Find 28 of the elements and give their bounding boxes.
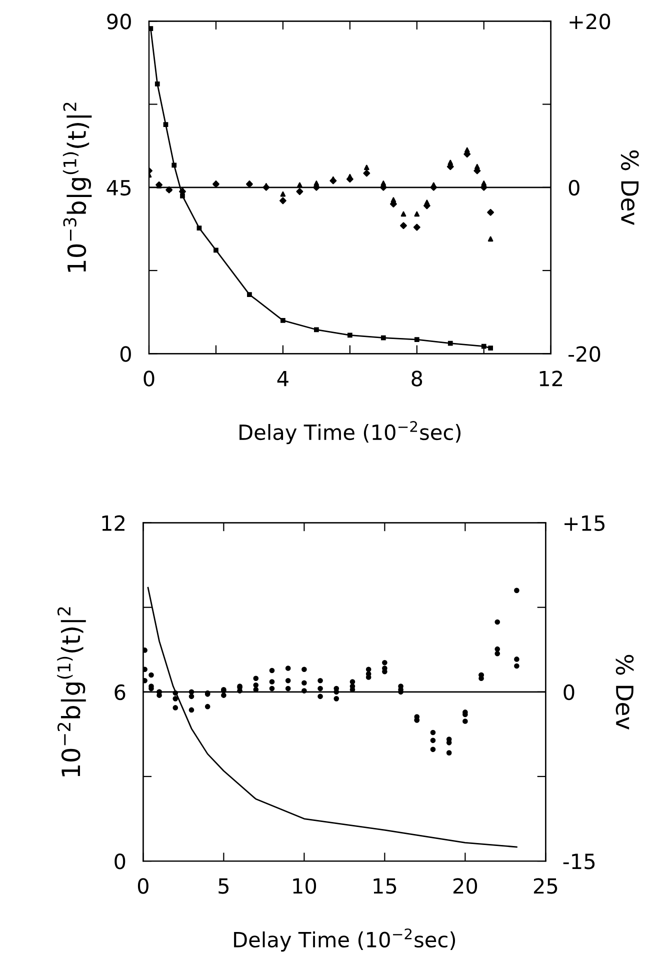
x-tick-label: 20	[453, 878, 478, 894]
y-tick-label: 0	[120, 346, 131, 362]
y2-axis-title: % Dev	[620, 150, 639, 225]
x-tick-label: 0	[144, 370, 154, 386]
y-axis-title: 10$^{−2}$b|g$^{(1)}$(t)|$^{2}$	[57, 607, 86, 776]
x-tick-label: 8	[412, 370, 422, 386]
y2-tick-label: -20	[568, 346, 600, 362]
y-tick-label: 90	[107, 14, 131, 30]
y-axis-title: 10$^{−3}$b|g$^{(1)}$(t)|$^{2}$	[62, 102, 92, 272]
x-tick-label: 12	[540, 370, 562, 386]
x-tick-label: 5	[218, 878, 228, 894]
y2-tick-label: +15	[564, 516, 604, 531]
y-tick-label: 0	[114, 854, 126, 870]
y-tick-label: 12	[102, 515, 124, 531]
x-tick-label: 15	[374, 878, 396, 894]
y-tick-label: 45	[106, 180, 131, 196]
y2-tick-label: 0	[568, 180, 580, 196]
x-axis-title: Delay Time (10$^{−2}$sec)	[234, 928, 456, 952]
x-tick-label: 25	[534, 878, 558, 894]
y-tick-label: 6	[114, 684, 126, 700]
x-tick-label: 10	[293, 878, 316, 894]
x-tick-label: 0	[138, 878, 148, 894]
x-tick-label: 4	[277, 370, 288, 386]
y2-axis-title: % Dev	[616, 654, 634, 730]
x-axis-title: Delay Time (10$^{−2}$sec)	[240, 421, 460, 444]
y2-tick-label: -15	[563, 854, 595, 870]
y2-tick-label: 0	[564, 684, 574, 700]
y2-tick-label: +20	[570, 14, 610, 30]
